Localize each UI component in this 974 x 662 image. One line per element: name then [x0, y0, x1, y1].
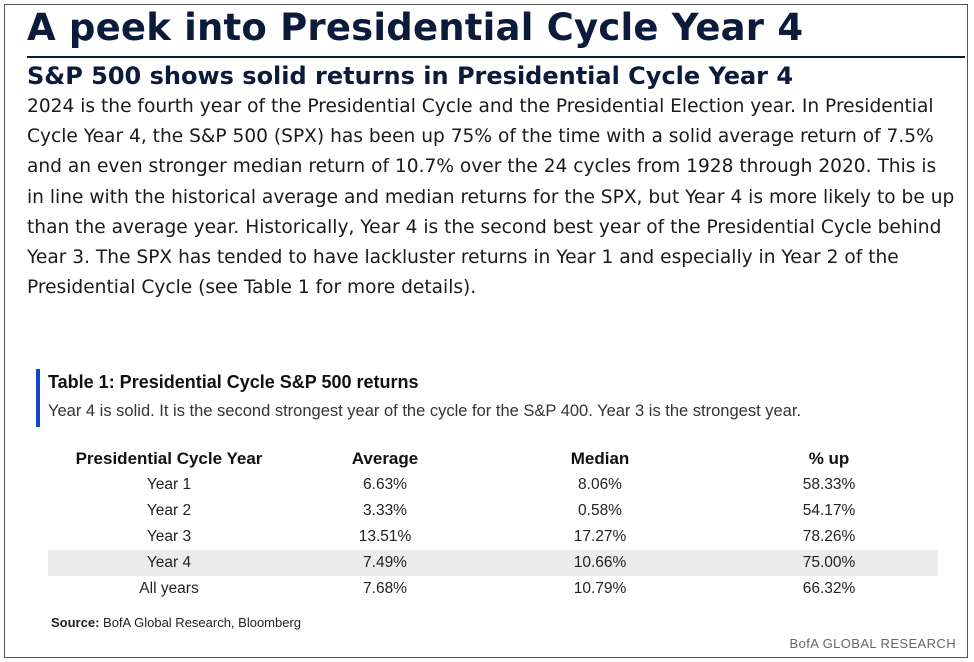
cell-average: 3.33% [363, 502, 407, 519]
cell-year: All years [139, 580, 199, 597]
table-header-row: Presidential Cycle Year Average Median %… [48, 446, 938, 472]
brand-watermark: BofA GLOBAL RESEARCH [789, 636, 956, 651]
body-paragraph: 2024 is the fourth year of the President… [27, 96, 955, 299]
table-row: Year 3 13.51% 17.27% 78.26% [48, 524, 938, 550]
page-title: A peek into Presidential Cycle Year 4 [27, 6, 804, 49]
table-subtitle: Year 4 is solid. It is the second strong… [48, 402, 802, 420]
cell-average: 13.51% [358, 528, 412, 545]
table-row-highlighted: Year 4 7.49% 10.66% 75.00% [48, 550, 938, 576]
cell-median: 10.66% [480, 550, 720, 576]
table-accent-bar [36, 369, 40, 427]
cell-median: 0.58% [578, 502, 622, 519]
table-row: All years 7.68% 10.79% 66.32% [48, 576, 938, 602]
cell-average: 7.49% [290, 550, 480, 576]
column-header-year: Presidential Cycle Year [75, 449, 263, 468]
cell-year: Year 1 [146, 476, 192, 493]
cell-pct-up: 78.26% [802, 528, 856, 545]
source-label: Source: [51, 615, 100, 630]
returns-table: Presidential Cycle Year Average Median %… [48, 446, 938, 602]
source-note: Source: BofA Global Research, Bloomberg [51, 615, 301, 630]
cell-median: 8.06% [578, 476, 622, 493]
cell-pct-up: 54.17% [802, 502, 856, 519]
source-text: BofA Global Research, Bloomberg [103, 615, 302, 630]
column-header-average: Average [351, 449, 419, 468]
cell-pct-up: 75.00% [720, 550, 938, 576]
table-row: Year 1 6.63% 8.06% 58.33% [48, 472, 938, 498]
cell-median: 10.79% [573, 580, 627, 597]
cell-median: 17.27% [573, 528, 627, 545]
document-frame [4, 4, 968, 658]
cell-average: 7.68% [363, 580, 407, 597]
page-subtitle: S&P 500 shows solid returns in President… [27, 62, 794, 90]
cell-year: Year 3 [146, 528, 192, 545]
column-header-median: Median [570, 449, 630, 468]
cell-pct-up: 66.32% [802, 580, 856, 597]
cell-pct-up: 58.33% [802, 476, 856, 493]
table-title: Table 1: Presidential Cycle S&P 500 retu… [48, 372, 419, 392]
title-divider [27, 56, 965, 58]
column-header-pct-up: % up [808, 449, 850, 468]
cell-year: Year 2 [146, 502, 192, 519]
cell-average: 6.63% [363, 476, 407, 493]
cell-year: Year 4 [48, 550, 290, 576]
table-row: Year 2 3.33% 0.58% 54.17% [48, 498, 938, 524]
